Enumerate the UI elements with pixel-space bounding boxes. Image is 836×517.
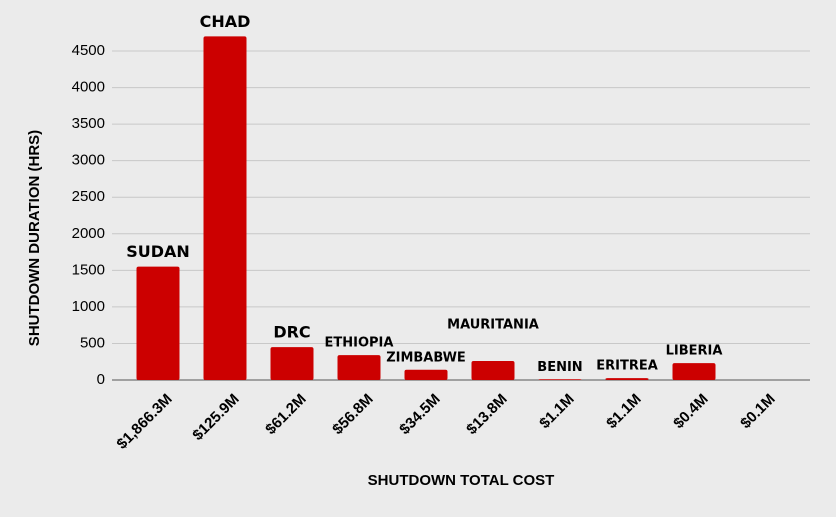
- bar: [538, 379, 582, 380]
- bar: [672, 363, 716, 380]
- bar: [404, 369, 448, 380]
- x-tick-label: $56.8M: [329, 391, 376, 438]
- bar: [471, 360, 515, 380]
- y-axis-title: SHUTDOWN DURATION (HRS): [26, 130, 43, 346]
- x-tick-label: $61.2M: [262, 391, 309, 438]
- bar-annotation: LIBERIA: [666, 344, 723, 359]
- bar-annotation: SUDAN: [126, 242, 190, 261]
- y-tick-label: 2000: [72, 225, 105, 242]
- bar: [270, 347, 314, 380]
- y-tick-label: 500: [80, 334, 105, 351]
- bar-annotation: CHAD: [200, 12, 251, 31]
- y-tick-label: 3500: [72, 115, 105, 132]
- bar: [136, 266, 180, 380]
- bar-annotation: DRC: [273, 323, 310, 342]
- x-axis-title: SHUTDOWN TOTAL COST: [368, 472, 555, 489]
- x-tick-label: $1,866.3M: [113, 391, 175, 453]
- bar-annotation: ETHIOPIA: [325, 336, 394, 351]
- bar: [605, 378, 649, 380]
- x-tick-label: $125.9M: [189, 391, 242, 444]
- x-tick-label: $0.4M: [670, 391, 712, 433]
- bar-annotation: BENIN: [537, 360, 582, 375]
- y-tick-label: 3000: [72, 152, 105, 169]
- bar-annotation: ERITREA: [596, 359, 658, 374]
- y-tick-label: 2500: [72, 188, 105, 205]
- y-tick-label: 1500: [72, 261, 105, 278]
- bar-annotation: ZIMBABWE: [386, 350, 466, 365]
- y-tick-label: 1000: [72, 298, 105, 315]
- x-tick-label: $0.1M: [737, 391, 779, 433]
- x-tick-label: $1.1M: [603, 391, 645, 433]
- y-tick-label: 0: [97, 371, 105, 388]
- bar: [203, 36, 247, 381]
- x-tick-label: $13.8M: [463, 391, 510, 438]
- y-tick-label: 4000: [72, 79, 105, 96]
- y-tick-label: 4500: [72, 42, 105, 59]
- x-tick-label: $34.5M: [396, 391, 443, 438]
- x-tick-label: $1.1M: [536, 391, 578, 433]
- bar: [337, 355, 381, 380]
- bar-annotation: MAURITANIA: [447, 317, 539, 332]
